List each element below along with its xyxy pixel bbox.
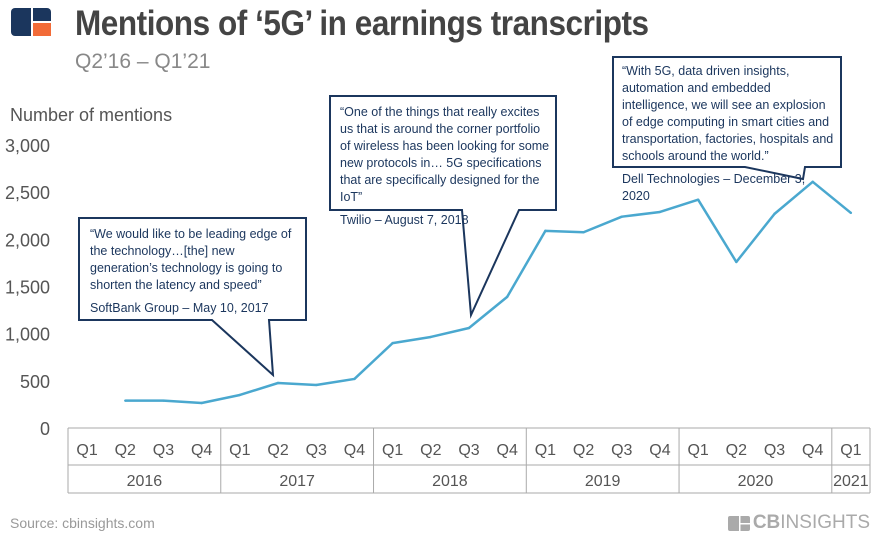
year-label: 2020	[738, 473, 774, 490]
brand-bold: CB	[752, 512, 781, 533]
x-tick-label: Q2	[115, 442, 136, 459]
x-tick-label: Q3	[458, 442, 479, 459]
y-tick-label: 500	[20, 372, 50, 392]
data-point	[696, 198, 700, 201]
x-tick-label: Q4	[802, 442, 823, 459]
y-tick-label: 3,000	[5, 136, 50, 156]
x-tick-label: Q4	[497, 442, 518, 459]
year-label: 2017	[279, 473, 315, 490]
data-point	[735, 260, 738, 264]
chart-subtitle: Q2’16 – Q1’21	[75, 50, 211, 73]
brand-rest: INSIGHTS	[780, 512, 870, 533]
brand-logo: CBINSIGHTS	[727, 512, 870, 534]
x-tick-label: Q3	[611, 442, 632, 459]
data-point	[544, 229, 547, 233]
x-tick-label: Q4	[191, 442, 212, 459]
x-tick-label: Q1	[382, 442, 403, 459]
data-point	[811, 180, 814, 183]
data-point	[353, 377, 356, 381]
x-tick-label: Q1	[76, 442, 97, 459]
callout-box-dell	[612, 56, 842, 181]
source-note: Source: cbinsights.com	[10, 515, 155, 531]
callout-source: Twilio – August 7, 2018	[340, 213, 469, 227]
x-tick-label: Q2	[267, 442, 288, 459]
x-tick-label: Q3	[153, 442, 174, 459]
callout-source: Dell Technologies – December 3, 2020	[622, 172, 806, 203]
callout-softbank: “We would like to be leading edge of the…	[90, 226, 302, 317]
year-label: 2018	[432, 473, 468, 490]
callout-box-softbank	[78, 217, 307, 378]
data-point	[162, 399, 165, 402]
callout-quote: “One of the things that really excites u…	[340, 105, 550, 204]
callout-box-twilio	[329, 95, 557, 319]
y-tick-label: 2,000	[5, 230, 50, 250]
data-point	[276, 381, 280, 385]
y-tick-label: 2,500	[5, 183, 50, 203]
data-point	[773, 212, 776, 216]
x-tick-label: Q2	[726, 442, 747, 459]
data-point	[238, 393, 242, 397]
data-point	[658, 210, 662, 214]
data-point	[582, 231, 585, 234]
x-tick-label: Q3	[764, 442, 785, 459]
callout-quote: “With 5G, data driven insights, automati…	[622, 64, 834, 163]
data-point	[620, 215, 623, 218]
x-tick-label: Q3	[306, 442, 327, 459]
callout-quote: “We would like to be leading edge of the…	[90, 227, 292, 292]
x-tick-label: Q2	[420, 442, 441, 459]
x-tick-label: Q4	[649, 442, 670, 459]
data-point	[391, 341, 394, 345]
data-point	[200, 401, 203, 405]
callout-source: SoftBank Group – May 10, 2017	[90, 301, 269, 315]
y-tick-label: 1,000	[5, 325, 50, 345]
year-label: 2016	[127, 473, 163, 490]
chart-title: Mentions of ‘5G’ in earnings transcripts	[75, 4, 649, 43]
cb-logo-icon	[11, 8, 51, 36]
year-label: 2019	[585, 473, 621, 490]
mentions-series-line	[125, 180, 852, 405]
callout-twilio: “One of the things that really excites u…	[340, 104, 552, 229]
y-tick-label: 0	[40, 419, 50, 439]
x-tick-label: Q2	[573, 442, 594, 459]
y-tick-label: 1,500	[5, 278, 50, 298]
x-tick-label: Q1	[535, 442, 556, 459]
cb-small-logo-icon	[727, 515, 750, 531]
data-point	[505, 295, 509, 299]
data-point	[467, 326, 471, 330]
y-axis-label: Number of mentions	[10, 105, 173, 125]
x-tick-label: Q4	[344, 442, 365, 459]
data-point	[429, 335, 433, 339]
data-point	[849, 211, 853, 215]
x-tick-label: Q1	[687, 442, 708, 459]
year-label: 2021	[833, 473, 869, 490]
data-point	[315, 383, 318, 387]
x-tick-label: Q1	[840, 442, 861, 459]
callout-dell: “With 5G, data driven insights, automati…	[622, 63, 836, 205]
x-tick-label: Q1	[229, 442, 250, 459]
data-point	[124, 399, 127, 402]
